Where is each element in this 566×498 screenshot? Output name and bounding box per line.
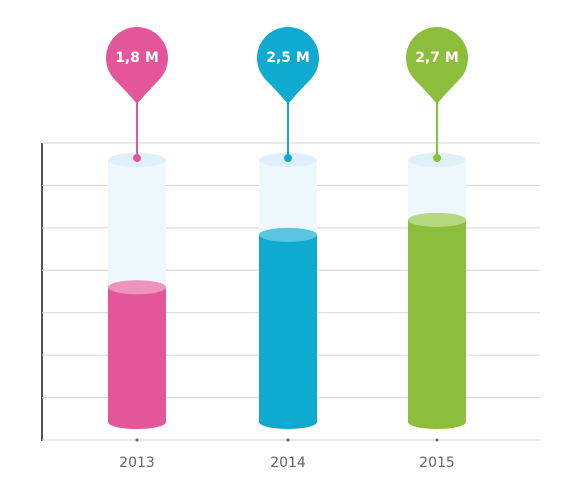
- pin-dot: [284, 154, 292, 162]
- pin-circle: [406, 27, 468, 89]
- x-tick-label: 2013: [119, 455, 155, 471]
- value-label: 1,8 M: [115, 50, 159, 66]
- x-tick-label: 2014: [270, 455, 306, 471]
- bar: [108, 287, 166, 422]
- bar-top: [108, 280, 166, 295]
- x-tick-label: 2015: [419, 455, 455, 471]
- x-tick-dot: [435, 438, 439, 442]
- bar-top: [259, 227, 317, 242]
- bar: [408, 219, 466, 422]
- pin-circle: [257, 27, 319, 89]
- bar: [259, 234, 317, 422]
- pin-dot: [433, 154, 441, 162]
- x-tick-dot: [135, 438, 139, 442]
- bar-top: [408, 212, 466, 227]
- x-tick-dot: [286, 438, 290, 442]
- value-label: 2,5 M: [266, 50, 310, 66]
- pin-dot: [133, 154, 141, 162]
- value-label: 2,7 M: [415, 50, 459, 66]
- pin-circle: [106, 27, 168, 89]
